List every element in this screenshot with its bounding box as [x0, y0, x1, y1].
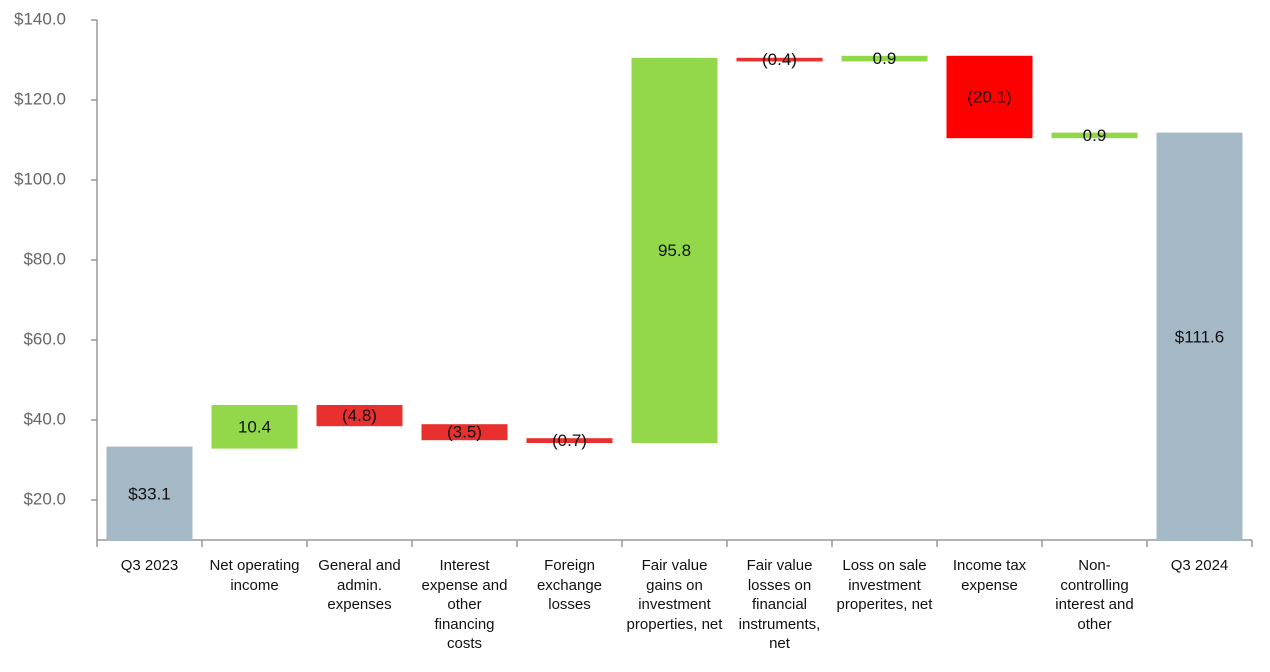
value-label: (0.7): [552, 431, 587, 450]
bar: [316, 405, 403, 427]
x-tick-label: Loss on sale investment properites, net: [836, 557, 933, 613]
value-label: 95.8: [658, 241, 691, 260]
bar: [946, 55, 1033, 139]
y-tick-label: $40.0: [23, 409, 66, 428]
x-tick-label: Net operating income: [209, 557, 300, 594]
bar: [841, 55, 928, 62]
x-tick-label: Q3 2024: [1170, 557, 1229, 574]
y-tick-label: $100.0: [14, 169, 66, 188]
value-label: (3.5): [447, 423, 482, 442]
value-label: (20.1): [967, 87, 1011, 106]
bar: [526, 438, 613, 444]
bar: [106, 446, 193, 542]
bar: [1051, 132, 1138, 139]
bar: [421, 424, 508, 441]
x-tick-label: Fair value losses on financial instrumen…: [738, 557, 821, 652]
value-label: $33.1: [128, 484, 171, 503]
x-tick-label: Non-controlling interest and other: [1055, 557, 1134, 633]
value-label: 0.9: [1083, 126, 1107, 145]
x-tick-label: Q3 2023: [120, 557, 179, 574]
x-tick-label: General and admin. expenses: [318, 557, 401, 613]
y-tick-label: $120.0: [14, 89, 66, 108]
y-tick-label: $80.0: [23, 249, 66, 268]
y-tick-label: $140.0: [14, 9, 66, 28]
x-tick-label: Fair value gains on investment propertie…: [626, 557, 723, 633]
bar: [736, 57, 823, 62]
y-tick-label: $60.0: [23, 329, 66, 348]
value-label: $111.6: [1175, 327, 1224, 346]
value-label: 0.9: [873, 49, 897, 68]
value-label: 10.4: [238, 417, 271, 436]
bar: [211, 405, 298, 449]
x-tick-label: Income tax expense: [952, 557, 1027, 594]
bar: [1156, 132, 1243, 541]
x-tick-label: Interest expense and other financing cos…: [421, 557, 508, 652]
bar: [631, 57, 718, 444]
value-label: (4.8): [342, 406, 377, 425]
y-tick-label: $20.0: [23, 489, 66, 508]
value-label: (0.4): [762, 50, 797, 69]
x-tick-label: Foreign exchange losses: [536, 557, 603, 613]
